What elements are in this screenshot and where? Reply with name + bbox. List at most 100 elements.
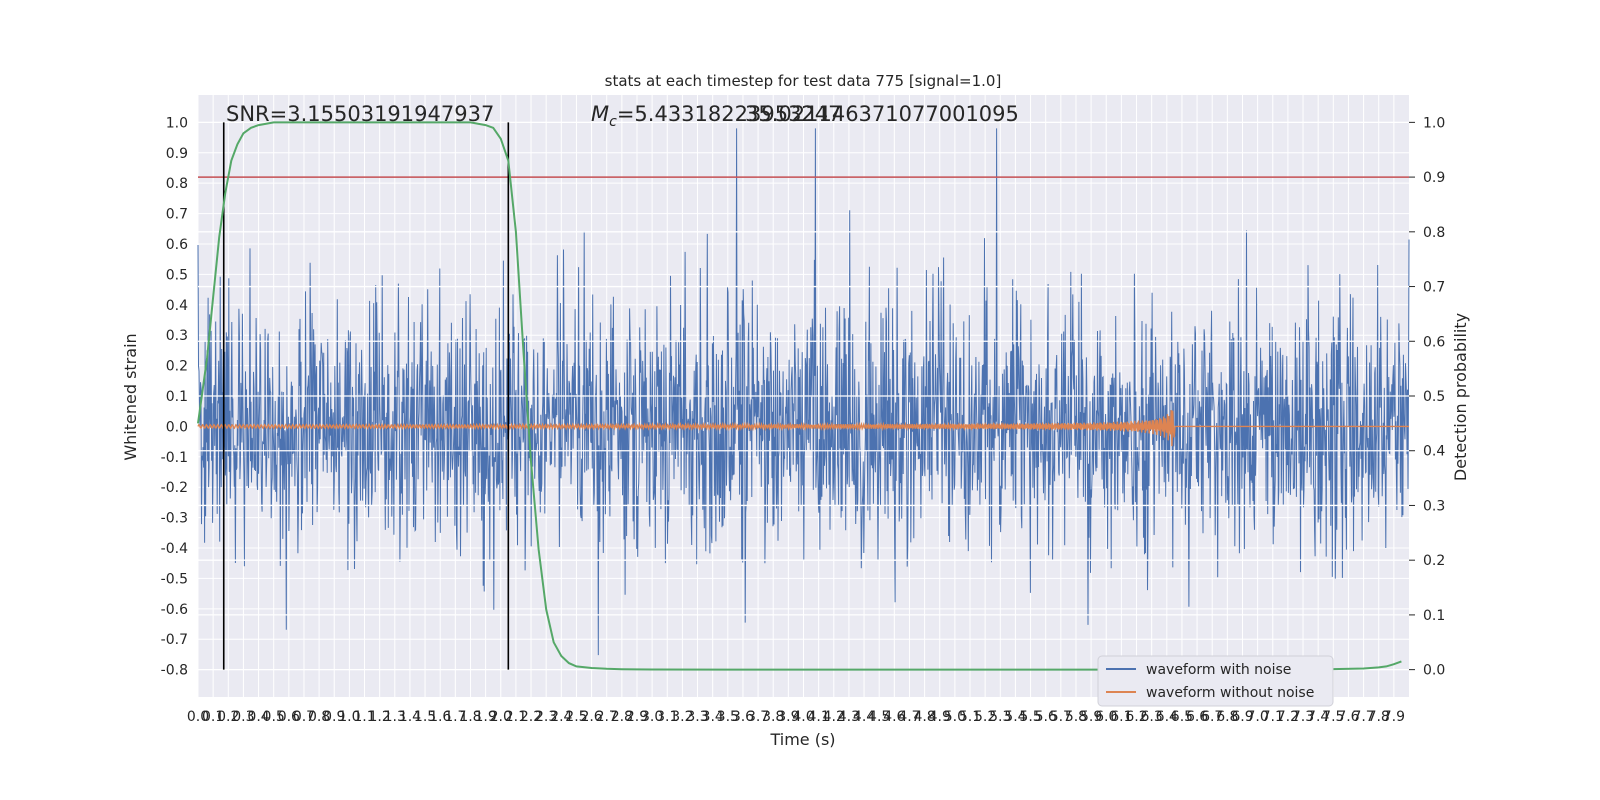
x-tick-label: 1.4 [399,709,421,725]
y-left-tick-label: -0.1 [161,450,188,466]
x-tick-label: 2.7 [596,709,618,725]
series-detection-probability [197,121,1402,671]
x-tick-label: 4.0 [792,709,814,725]
x-tick-label: 4.4 [853,709,875,725]
y-right-tick-label: 0.1 [1423,608,1445,624]
legend-label-noise: waveform with noise [1146,662,1291,678]
y-left-tick-label: -0.3 [161,511,188,527]
x-tick-label: 5.8 [1065,709,1087,725]
x-tick-label: 0.8 [308,709,330,725]
y-left-tick-label: 0.3 [166,328,188,344]
x-tick-label: 4.1 [808,709,830,725]
y-left-tick-label: -0.5 [161,571,188,587]
x-tick-label: 6.6 [1186,709,1208,725]
y-left-tick-label: -0.2 [161,480,188,496]
x-tick-label: 2.1 [505,709,527,725]
x-tick-label: 4.6 [883,709,905,725]
series-waveform-with-noise [197,128,1410,656]
legend-label-clean: waveform without noise [1146,685,1314,701]
y-left-tick-label: 0.5 [166,267,188,283]
y-left-tick-label: 0.9 [166,146,188,162]
y-left-tick-label: 0.6 [166,237,188,253]
y-left-tick-label: 1.0 [166,115,188,131]
x-tick-label: 7.1 [1262,709,1284,725]
x-tick-label: 6.8 [1216,709,1238,725]
x-tick-label: 7.4 [1307,709,1329,725]
y-right-axis-label: Detection probability [1451,313,1470,481]
x-axis-label: Time (s) [769,730,835,749]
y-left-tick-label: 0.2 [166,359,188,375]
x-tick-label: 7.5 [1322,709,1344,725]
x-tick-label: 5.5 [1019,709,1041,725]
x-tick-label: 0.0 [187,709,209,725]
x-tick-label: 4.7 [898,709,920,725]
x-tick-label: 3.8 [762,709,784,725]
y-left-axis-label: Whitened strain [121,333,140,460]
x-tick-label: 3.3 [686,709,708,725]
x-tick-label: 2.6 [580,709,602,725]
x-tick-label: 4.8 [913,709,935,725]
x-tick-label: 5.6 [1035,709,1057,725]
mc-annotation: Mc=5.43318223953247 [591,102,842,130]
series-waveform-without-noise [197,410,1409,447]
y-right-tick-label: 0.4 [1423,444,1445,460]
y-right-ticks: 0.0 0.1 0.2 0.3 0.4 0.5 0.6 0.7 0.8 0.9 1.0 [1409,115,1445,679]
overlap-annotation: 35.021146371077001095 [745,102,1019,126]
x-tick-label: 1.5 [414,709,436,725]
y-right-tick-label: 0.3 [1423,498,1445,514]
x-tick-label: 0.2 [217,709,239,725]
chart-title: stats at each timestep for test data 775… [605,72,1002,90]
x-tick-label: 2.4 [550,709,572,725]
y-right-tick-label: 1.0 [1423,115,1445,131]
x-tick-label: 7.3 [1292,709,1314,725]
x-tick-label: 5.1 [959,709,981,725]
y-right-tick-label: 0.6 [1423,334,1445,350]
x-tick-label: 6.2 [1125,709,1147,725]
x-tick-label: 1.8 [459,709,481,725]
y-right-tick-label: 0.0 [1423,663,1445,679]
x-tick-label: 6.4 [1156,709,1178,725]
x-tick-label: 4.3 [838,709,860,725]
x-tick-label: 0.6 [278,709,300,725]
x-tick-label: 5.2 [974,709,996,725]
noise-waveform-line [197,128,1410,656]
x-tick-label: 1.0 [338,709,360,725]
x-tick-label: 6.9 [1231,709,1253,725]
clean-waveform-line [197,410,1409,447]
x-tick-label: 4.5 [868,709,890,725]
x-tick-label: 0.1 [202,709,224,725]
x-tick-label: 0.3 [232,709,254,725]
x-tick-label: 5.0 [944,709,966,725]
x-tick-label: 5.3 [989,709,1011,725]
x-tick-label: 2.5 [565,709,587,725]
y-right-tick-label: 0.5 [1423,389,1445,405]
x-tick-label: 1.3 [384,709,406,725]
y-left-tick-label: 0.1 [166,389,188,405]
snr-annotation: SNR=3.15503191947937 [226,102,494,126]
y-left-tick-label: -0.6 [161,602,188,618]
y-right-tick-label: 0.2 [1423,553,1445,569]
x-tick-label: 3.2 [671,709,693,725]
x-tick-label: 3.9 [777,709,799,725]
y-left-tick-label: -0.4 [161,541,188,557]
x-tick-label: 2.0 [490,709,512,725]
x-tick-label: 0.5 [263,709,285,725]
y-right-tick-label: 0.9 [1423,170,1445,186]
x-tick-label: 4.9 [929,709,951,725]
x-tick-label: 7.2 [1277,709,1299,725]
x-tick-label: 6.7 [1201,709,1223,725]
x-tick-label: 2.3 [535,709,557,725]
y-left-tick-label: -0.8 [161,663,188,679]
x-tick-label: 2.2 [520,709,542,725]
x-tick-label: 4.2 [823,709,845,725]
x-tick-label: 5.4 [1004,709,1026,725]
x-tick-label: 0.7 [293,709,315,725]
x-tick-label: 1.1 [353,709,375,725]
x-tick-label: 1.2 [369,709,391,725]
y-right-tick-label: 0.8 [1423,225,1445,241]
y-left-tick-label: 0.7 [166,207,188,223]
y-right-tick-label: 0.7 [1423,280,1445,296]
x-tick-label: 6.0 [1095,709,1117,725]
legend: waveform with noise waveform without noi… [1097,655,1334,707]
